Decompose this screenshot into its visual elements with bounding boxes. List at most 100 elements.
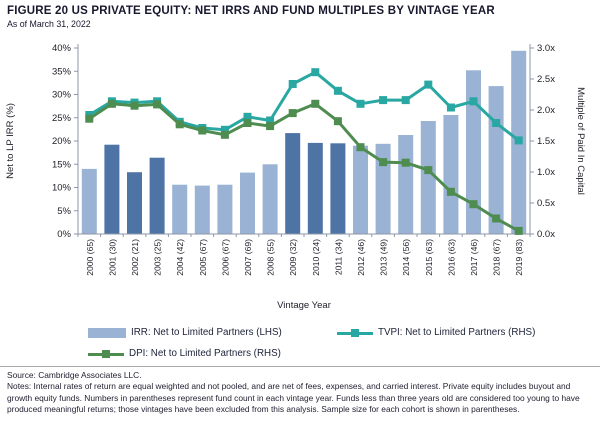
x-category-label: 2011 (34) [333,239,343,275]
left-tick-label: 0% [57,229,71,240]
left-tick-label: 5% [57,206,71,217]
x-category-label: 2018 (67) [492,239,502,276]
irr-bar-2008 [262,164,278,235]
irr-bar-2015 [420,121,436,234]
dpi-marker-2015 [424,166,433,175]
left-axis-title: Net to LP IRR (%) [5,103,16,179]
x-category-label: 2001 (30) [107,239,117,276]
irr-bar-2017 [466,70,481,234]
x-category-label: 2008 (55) [266,239,276,276]
source-line: Source: Cambridge Associates LLC. [7,370,142,380]
dpi-marker-2010 [311,99,320,108]
x-category-label: 2009 (32) [288,239,298,276]
tvpi-marker-2009 [288,80,297,88]
left-tick-label: 30% [52,90,72,101]
right-tick-label: 1.5x [537,136,555,147]
irr-bar-2002 [127,172,142,234]
tvpi-marker-2018 [492,119,501,127]
x-category-label: 2015 (63) [424,239,434,276]
legend-label-dpi: DPI: Net to Limited Partners (RHS) [129,348,281,359]
tvpi-marker-2015 [424,80,433,89]
tvpi-line-swatch [337,328,373,338]
x-category-label: 2014 (56) [401,239,411,276]
dpi-marker-2001 [107,99,116,108]
tvpi-marker-2016 [446,103,455,112]
x-category-label: 2002 (21) [130,239,140,276]
left-tick-label: 35% [52,66,72,77]
tvpi-marker-2019 [514,136,523,145]
legend-label-irr: IRR: Net to Limited Partners (LHS) [131,327,282,338]
legend-item-tvpi: TVPI: Net to Limited Partners (RHS) [337,327,535,338]
dpi-marker-2002 [130,101,139,110]
dpi-marker-2004 [175,120,184,129]
irr-bar-swatch [88,327,126,338]
irr-bar-2012 [353,145,368,234]
x-category-label: 2017 (46) [469,239,479,276]
dpi-marker-2000 [85,114,94,123]
left-tick-label: 20% [52,136,72,147]
irr-bar-2001 [104,144,120,234]
combo-chart: 0% 5% 10% 15% 20% 25% 30% 35% 40% 0.0x 0.5x 1.0x 1.5… [5,43,586,311]
tvpi-marker-2011 [333,86,342,95]
left-tick-label: 25% [52,113,72,124]
dpi-marker-2005 [198,126,207,135]
dpi-marker-2008 [266,122,275,131]
left-tick-label: 40% [52,43,72,54]
tvpi-marker-2014 [401,96,410,105]
left-tick-label: 10% [52,183,72,194]
left-tick-label: 15% [52,159,72,170]
dpi-marker-2019 [514,226,523,235]
dpi-marker-2009 [288,109,297,118]
legend-label-tvpi: TVPI: Net to Limited Partners (RHS) [378,327,536,338]
irr-bar-2016 [443,115,459,234]
footer-divider [0,366,600,367]
x-category-label: 2007 (69) [243,239,253,276]
tvpi-marker-2012 [356,99,365,108]
figure-as-of-date: As of March 31, 2022 [7,19,91,29]
right-tick-label: 2.5x [537,74,555,85]
irr-bar-2003 [149,157,165,234]
dpi-marker-2013 [379,158,388,167]
tvpi-marker-2006 [220,125,229,134]
dpi-marker-2016 [446,187,455,196]
x-category-label: 2016 (63) [446,239,456,276]
legend-item-dpi: DPI: Net to Limited Partners (RHS) [88,348,281,359]
right-axis-title: Multiple of Paid In Capital [575,87,586,195]
right-tick-label: 1.0x [537,167,555,178]
irr-bar-2011 [330,143,346,234]
right-tick-label: 0.0x [537,229,555,240]
x-category-label: 2000 (65) [85,239,95,276]
irr-bar-2006 [217,184,233,234]
dpi-line-swatch [88,349,124,359]
x-category-label: 2010 (24) [311,239,321,276]
x-category-label: 2013 (49) [379,239,389,276]
tvpi-marker-2008 [266,116,275,125]
notes-text: Notes: Internal rates of return are equa… [7,381,580,414]
x-category-label: 2006 (67) [220,239,230,276]
dpi-marker-2017 [469,200,478,209]
figure-header: FIGURE 20 US PRIVATE EQUITY: NET IRRS AN… [7,5,597,29]
tvpi-marker-2017 [469,97,478,106]
x-category-label: 2004 (42) [175,239,185,276]
dpi-marker-2006 [220,130,229,139]
x-category-label: 2005 (67) [198,239,208,276]
irr-bar-2014 [398,135,414,234]
dpi-marker-2012 [356,143,365,152]
irr-bar-2013 [375,143,391,234]
irr-bar-2009 [285,133,301,234]
dpi-marker-2011 [333,117,342,126]
figure-title: FIGURE 20 US PRIVATE EQUITY: NET IRRS AN… [7,5,495,17]
right-tick-label: 0.5x [537,198,555,209]
dpi-marker-2018 [492,214,501,223]
tvpi-marker-2007 [243,112,252,121]
irr-bar-2004 [172,184,188,234]
x-category-label: 2019 (83) [514,239,524,276]
irr-bar-2010 [307,142,323,234]
x-category-label: 2003 (25) [153,239,163,276]
right-tick-label: 3.0x [537,43,555,54]
dpi-marker-2007 [243,119,252,127]
tvpi-marker-2013 [379,96,388,105]
irr-bar-2007 [240,172,255,234]
tvpi-marker-2010 [311,68,320,77]
